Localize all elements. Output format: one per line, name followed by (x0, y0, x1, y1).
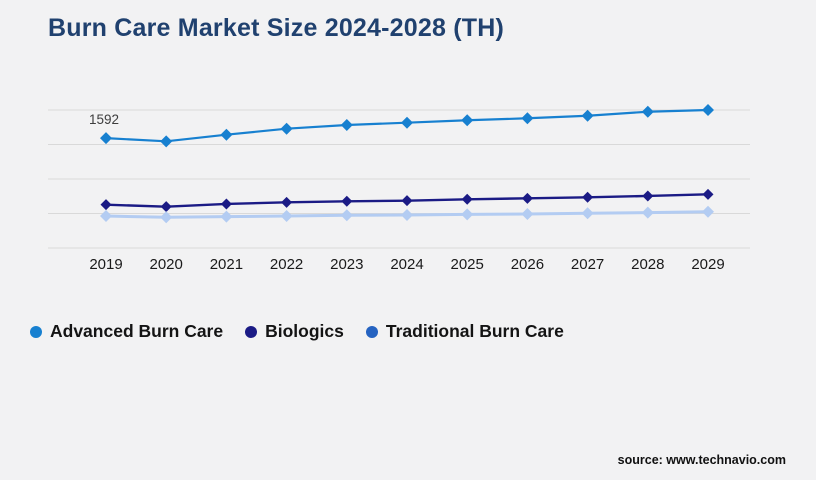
data-point-diamond (340, 209, 353, 222)
x-axis-label: 2021 (209, 256, 244, 273)
x-axis-label: 2022 (269, 256, 304, 273)
x-axis-label: 2020 (149, 256, 183, 273)
legend-dot-icon (30, 325, 42, 338)
data-point-diamond (461, 114, 474, 127)
data-point-diamond (100, 132, 112, 145)
data-point-diamond (702, 104, 714, 116)
x-axis-label: 2023 (330, 256, 364, 273)
legend-item-2: Traditional Burn Care (365, 321, 564, 342)
data-point-diamond (401, 209, 413, 222)
data-point-diamond (581, 207, 594, 220)
legend-label: Biologics (265, 321, 344, 341)
data-point-diamond (220, 128, 233, 141)
data-point-diamond (461, 193, 473, 205)
data-point-diamond (702, 188, 714, 200)
x-axis-label: 2026 (510, 256, 545, 273)
page-title: Burn Care Market Size 2024-2028 (TH) (48, 14, 504, 42)
data-point-diamond (280, 209, 293, 222)
data-point-diamond (100, 199, 112, 211)
x-axis-label: 2028 (631, 256, 665, 273)
data-point-diamond (401, 195, 413, 207)
data-point-diamond (521, 192, 533, 204)
data-point-diamond (220, 210, 233, 223)
data-point-diamond (641, 105, 654, 118)
data-point-diamond (280, 122, 293, 135)
x-axis-label: 2027 (570, 256, 605, 273)
data-point-diamond (340, 118, 353, 131)
data-point-diamond (220, 198, 232, 210)
data-point-diamond (461, 208, 474, 221)
data-point-diamond (702, 205, 714, 218)
data-point-diamond (401, 116, 413, 129)
data-point-diamond (341, 195, 353, 207)
data-point-diamond (521, 112, 534, 125)
legend-label: Advanced Burn Care (50, 321, 224, 341)
legend-item-0: Advanced Burn Care (30, 321, 223, 342)
chart-legend: Advanced Burn Care Biologics Traditional B… (30, 321, 564, 342)
legend-item-1: Biologics (245, 321, 344, 342)
source-note: source: www.technavio.com (617, 453, 786, 467)
legend-dot-icon (245, 325, 258, 338)
x-axis-label: 2019 (89, 256, 123, 273)
legend-dot-icon (365, 325, 378, 338)
data-point-diamond (160, 211, 173, 224)
data-point-label: 1592 (88, 112, 120, 128)
data-point-diamond (642, 190, 654, 202)
data-point-diamond (281, 196, 293, 208)
x-axis-label: 2025 (450, 256, 484, 273)
data-point-diamond (582, 191, 594, 203)
data-point-diamond (160, 201, 172, 213)
x-axis-label: 2029 (691, 256, 725, 273)
data-point-diamond (521, 207, 534, 220)
legend-label: Traditional Burn Care (385, 321, 564, 341)
data-point-diamond (100, 209, 112, 222)
data-point-diamond (160, 135, 173, 148)
data-point-diamond (641, 206, 654, 219)
data-point-diamond (581, 109, 594, 122)
x-axis-label: 2024 (390, 256, 424, 273)
